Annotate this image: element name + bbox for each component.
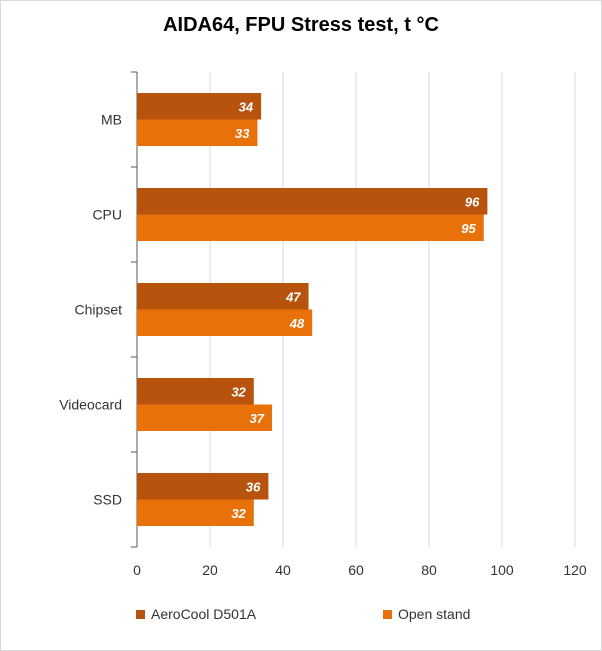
x-tick-label: 40	[275, 562, 291, 578]
data-label: 33	[235, 126, 250, 141]
bar	[137, 93, 262, 120]
chart-title: AIDA64, FPU Stress test, t °C	[163, 14, 439, 36]
bar	[137, 309, 313, 336]
bar	[137, 378, 254, 405]
data-label: 32	[231, 384, 246, 399]
data-label: 37	[250, 411, 265, 426]
x-tick-label: 100	[490, 562, 514, 578]
bar	[137, 283, 309, 310]
x-tick-label: 80	[421, 562, 437, 578]
x-tick-label: 0	[133, 562, 141, 578]
category-label: SSD	[93, 492, 122, 508]
bar	[137, 188, 488, 215]
legend: AeroCool D501A Open stand	[0, 606, 602, 626]
x-tick-label: 20	[202, 562, 218, 578]
bar	[137, 404, 273, 431]
category-label: Chipset	[75, 302, 123, 318]
bar	[137, 119, 258, 146]
data-label: 36	[246, 479, 261, 494]
legend-item-aerocool: AeroCool D501A	[136, 606, 256, 622]
bar	[137, 214, 484, 241]
data-label: 34	[239, 99, 254, 114]
data-label: 96	[465, 194, 480, 209]
legend-label-open-stand: Open stand	[398, 606, 471, 622]
data-label: 47	[285, 289, 301, 304]
data-label: 48	[289, 316, 305, 331]
legend-swatch-open-stand	[383, 609, 392, 619]
data-label: 95	[461, 221, 476, 236]
bar	[137, 499, 254, 526]
category-label: MB	[101, 112, 122, 128]
legend-item-open-stand: Open stand	[383, 606, 470, 622]
bar	[137, 473, 269, 500]
x-tick-label: 60	[348, 562, 364, 578]
data-label: 32	[231, 506, 246, 521]
bar-chart: 0 20 40 60 80 100 120 MB 34 33 CPU 96 95 Chipset 47 48 V…	[59, 71, 587, 578]
legend-label-aerocool: AeroCool D501A	[151, 606, 257, 622]
legend-swatch-aerocool	[136, 609, 145, 619]
category-label: Videocard	[59, 397, 122, 413]
x-tick-label: 120	[563, 562, 587, 578]
category-label: CPU	[92, 207, 122, 223]
